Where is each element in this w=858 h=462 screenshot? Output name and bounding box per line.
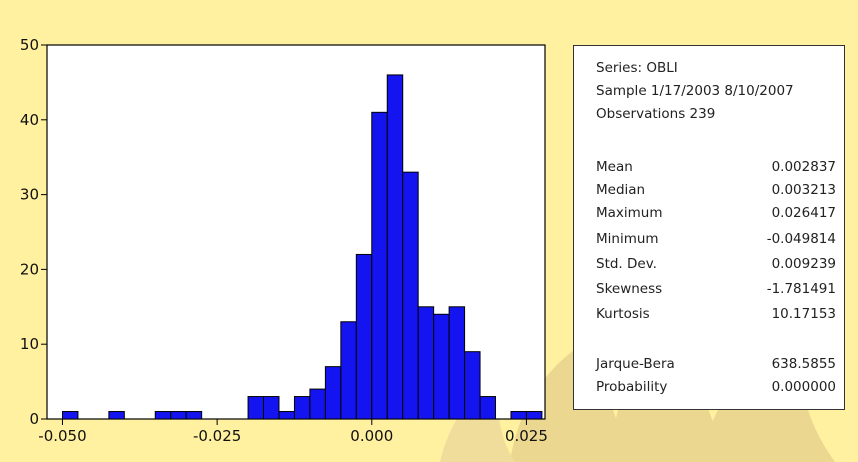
histogram-bar: [324, 366, 342, 420]
y-axis: 0 10 20 30 40 50: [20, 36, 47, 428]
stat-value: -1.781491: [766, 281, 836, 297]
stat-value: 0.002837: [771, 159, 836, 175]
histogram-bar: [525, 411, 543, 420]
stat-label: Kurtosis: [596, 306, 650, 322]
stat-row-median: Median 0.003213: [596, 182, 836, 202]
histogram-bar: [278, 411, 295, 420]
y-tick-label: 20: [20, 260, 39, 278]
x-tick-label: -0.025: [193, 427, 241, 445]
stat-label: Maximum: [596, 205, 663, 221]
histogram-bar: [108, 411, 125, 420]
stat-row-jarque-bera: Jarque-Bera 638.5855: [596, 356, 836, 376]
histogram-bar: [340, 321, 357, 420]
x-tick-label: 0.000: [350, 427, 393, 445]
histogram-bar: [402, 171, 419, 420]
stat-label: Std. Dev.: [596, 256, 657, 272]
y-tick-label: 10: [20, 335, 39, 353]
descriptive-statistics-panel: Series: OBLI Sample 1/17/2003 8/10/2007 …: [573, 45, 845, 410]
histogram-bar: [154, 411, 172, 420]
histogram-bar: [247, 396, 265, 420]
sample-range: Sample 1/17/2003 8/10/2007: [596, 83, 794, 99]
y-tick-label: 50: [20, 36, 39, 54]
histogram-bar: [464, 351, 481, 420]
stat-value: 0.000000: [771, 379, 836, 395]
stat-label: Median: [596, 182, 646, 198]
stat-value: -0.049814: [766, 231, 836, 247]
stat-label: Minimum: [596, 231, 659, 247]
histogram-bar: [355, 253, 373, 420]
histogram-bar: [185, 411, 203, 420]
histogram-bar: [479, 396, 497, 420]
stat-row-mean: Mean 0.002837: [596, 159, 836, 179]
histogram-bar: [417, 306, 435, 420]
histogram-bar: [386, 74, 404, 420]
series-name: Series: OBLI: [596, 60, 678, 76]
stat-label: Probability: [596, 379, 668, 395]
x-tick-label: 0.025: [505, 427, 548, 445]
histogram-bar: [433, 313, 450, 420]
histogram-bar: [448, 306, 466, 420]
histogram-bar: [309, 388, 326, 420]
histogram-bar: [371, 111, 388, 420]
observation-count: Observations 239: [596, 106, 716, 122]
stat-value: 0.009239: [771, 256, 836, 272]
stat-value: 10.17153: [771, 306, 836, 322]
histogram-bar: [293, 396, 311, 420]
stat-value: 638.5855: [771, 356, 836, 372]
stat-label: Jarque-Bera: [596, 356, 675, 372]
y-tick-label: 30: [20, 186, 39, 204]
stat-value: 0.026417: [771, 205, 836, 221]
x-tick-label: -0.050: [38, 427, 86, 445]
y-tick-label: 0: [29, 410, 39, 428]
x-axis: -0.050 -0.025 0.000 0.025: [38, 419, 548, 445]
histogram-bar: [170, 411, 187, 420]
stat-value: 0.003213: [771, 182, 836, 198]
stat-row-probability: Probability 0.000000: [596, 379, 836, 399]
y-tick-label: 40: [20, 111, 39, 129]
histogram-bar: [510, 411, 527, 420]
stat-row-kurtosis: Kurtosis 10.17153: [596, 306, 836, 326]
histogram-bar: [61, 411, 79, 420]
stat-label: Mean: [596, 159, 633, 175]
histogram-chart: 0 10 20 30 40 50 -0.050 -0.025 0.000 0.025: [20, 36, 548, 445]
stat-row-maximum: Maximum 0.026417: [596, 205, 836, 225]
stat-row-minimum: Minimum -0.049814: [596, 231, 836, 251]
histogram-bars: [61, 74, 543, 420]
histogram-bar: [263, 396, 280, 420]
stat-row-skewness: Skewness -1.781491: [596, 281, 836, 301]
stat-label: Skewness: [596, 281, 663, 297]
stat-row-std-dev: Std. Dev. 0.009239: [596, 256, 836, 276]
